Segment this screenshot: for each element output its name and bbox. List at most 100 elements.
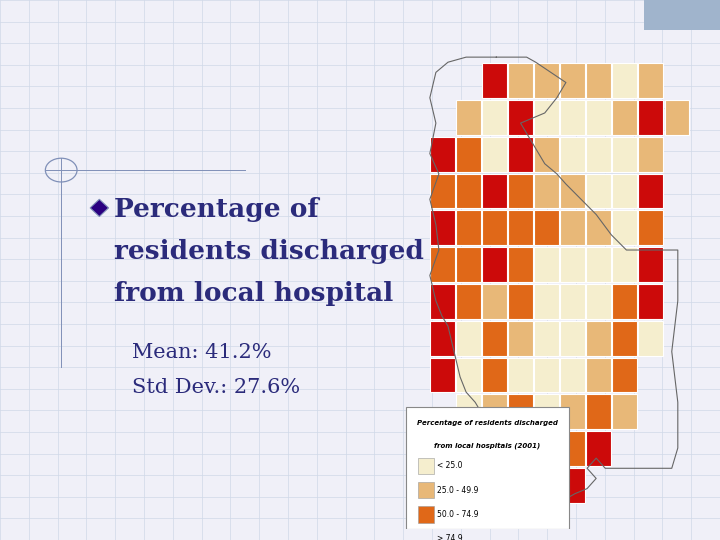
FancyBboxPatch shape — [613, 100, 637, 135]
Text: > 74.9: > 74.9 — [438, 535, 463, 540]
FancyBboxPatch shape — [508, 137, 534, 172]
FancyBboxPatch shape — [431, 247, 455, 282]
Text: residents discharged: residents discharged — [114, 239, 423, 264]
Text: 25.0 - 49.9: 25.0 - 49.9 — [438, 485, 479, 495]
FancyBboxPatch shape — [534, 357, 559, 393]
FancyBboxPatch shape — [613, 137, 637, 172]
FancyBboxPatch shape — [508, 321, 534, 356]
FancyBboxPatch shape — [534, 431, 559, 466]
FancyBboxPatch shape — [560, 211, 585, 245]
FancyBboxPatch shape — [456, 247, 481, 282]
FancyBboxPatch shape — [613, 357, 637, 393]
FancyBboxPatch shape — [508, 357, 534, 393]
FancyBboxPatch shape — [405, 407, 569, 529]
FancyBboxPatch shape — [418, 507, 434, 523]
FancyBboxPatch shape — [482, 321, 508, 356]
FancyBboxPatch shape — [456, 211, 481, 245]
FancyBboxPatch shape — [560, 247, 585, 282]
FancyBboxPatch shape — [482, 63, 508, 98]
FancyBboxPatch shape — [431, 357, 455, 393]
FancyBboxPatch shape — [587, 431, 611, 466]
FancyBboxPatch shape — [534, 100, 559, 135]
FancyBboxPatch shape — [639, 211, 663, 245]
FancyBboxPatch shape — [418, 531, 434, 540]
FancyBboxPatch shape — [587, 284, 611, 319]
FancyBboxPatch shape — [613, 284, 637, 319]
FancyBboxPatch shape — [508, 211, 534, 245]
FancyBboxPatch shape — [456, 394, 481, 429]
FancyBboxPatch shape — [587, 137, 611, 172]
FancyBboxPatch shape — [482, 284, 508, 319]
FancyBboxPatch shape — [508, 100, 534, 135]
FancyBboxPatch shape — [482, 137, 508, 172]
FancyBboxPatch shape — [560, 394, 585, 429]
FancyBboxPatch shape — [482, 211, 508, 245]
FancyBboxPatch shape — [560, 284, 585, 319]
FancyBboxPatch shape — [508, 247, 534, 282]
Text: < 25.0: < 25.0 — [438, 461, 463, 470]
FancyBboxPatch shape — [431, 284, 455, 319]
FancyBboxPatch shape — [431, 137, 455, 172]
FancyBboxPatch shape — [639, 137, 663, 172]
FancyBboxPatch shape — [639, 174, 663, 208]
FancyBboxPatch shape — [560, 431, 585, 466]
FancyBboxPatch shape — [508, 63, 534, 98]
FancyBboxPatch shape — [534, 394, 559, 429]
FancyBboxPatch shape — [613, 394, 637, 429]
FancyBboxPatch shape — [431, 321, 455, 356]
FancyBboxPatch shape — [587, 394, 611, 429]
FancyBboxPatch shape — [534, 468, 559, 503]
FancyBboxPatch shape — [508, 394, 534, 429]
FancyBboxPatch shape — [418, 457, 434, 474]
FancyBboxPatch shape — [587, 247, 611, 282]
FancyBboxPatch shape — [534, 247, 559, 282]
FancyBboxPatch shape — [534, 137, 559, 172]
FancyBboxPatch shape — [613, 174, 637, 208]
FancyBboxPatch shape — [587, 174, 611, 208]
FancyBboxPatch shape — [644, 0, 720, 30]
FancyBboxPatch shape — [418, 482, 434, 498]
FancyBboxPatch shape — [482, 431, 508, 466]
FancyBboxPatch shape — [639, 321, 663, 356]
FancyBboxPatch shape — [482, 247, 508, 282]
FancyBboxPatch shape — [508, 468, 534, 503]
Text: Mean: 41.2%: Mean: 41.2% — [132, 343, 271, 362]
FancyBboxPatch shape — [560, 174, 585, 208]
FancyBboxPatch shape — [456, 357, 481, 393]
FancyBboxPatch shape — [587, 321, 611, 356]
Text: 50.0 - 74.9: 50.0 - 74.9 — [438, 510, 479, 519]
FancyBboxPatch shape — [639, 100, 663, 135]
FancyBboxPatch shape — [482, 394, 508, 429]
FancyBboxPatch shape — [508, 284, 534, 319]
FancyBboxPatch shape — [587, 100, 611, 135]
FancyBboxPatch shape — [560, 137, 585, 172]
Text: from local hospitals (2001): from local hospitals (2001) — [434, 442, 541, 449]
FancyBboxPatch shape — [613, 247, 637, 282]
FancyBboxPatch shape — [560, 357, 585, 393]
FancyBboxPatch shape — [560, 100, 585, 135]
FancyBboxPatch shape — [456, 137, 481, 172]
Text: Percentage of: Percentage of — [114, 197, 318, 222]
FancyBboxPatch shape — [482, 174, 508, 208]
FancyBboxPatch shape — [534, 284, 559, 319]
FancyBboxPatch shape — [613, 321, 637, 356]
FancyBboxPatch shape — [587, 63, 611, 98]
FancyBboxPatch shape — [482, 100, 508, 135]
FancyBboxPatch shape — [639, 247, 663, 282]
Text: Std Dev.: 27.6%: Std Dev.: 27.6% — [132, 378, 300, 397]
FancyBboxPatch shape — [665, 100, 689, 135]
FancyBboxPatch shape — [639, 63, 663, 98]
FancyBboxPatch shape — [534, 211, 559, 245]
FancyBboxPatch shape — [482, 357, 508, 393]
Polygon shape — [90, 199, 109, 217]
FancyBboxPatch shape — [534, 174, 559, 208]
FancyBboxPatch shape — [639, 284, 663, 319]
FancyBboxPatch shape — [431, 211, 455, 245]
FancyBboxPatch shape — [613, 63, 637, 98]
FancyBboxPatch shape — [508, 174, 534, 208]
FancyBboxPatch shape — [613, 211, 637, 245]
FancyBboxPatch shape — [587, 211, 611, 245]
FancyBboxPatch shape — [456, 321, 481, 356]
FancyBboxPatch shape — [560, 321, 585, 356]
FancyBboxPatch shape — [534, 321, 559, 356]
